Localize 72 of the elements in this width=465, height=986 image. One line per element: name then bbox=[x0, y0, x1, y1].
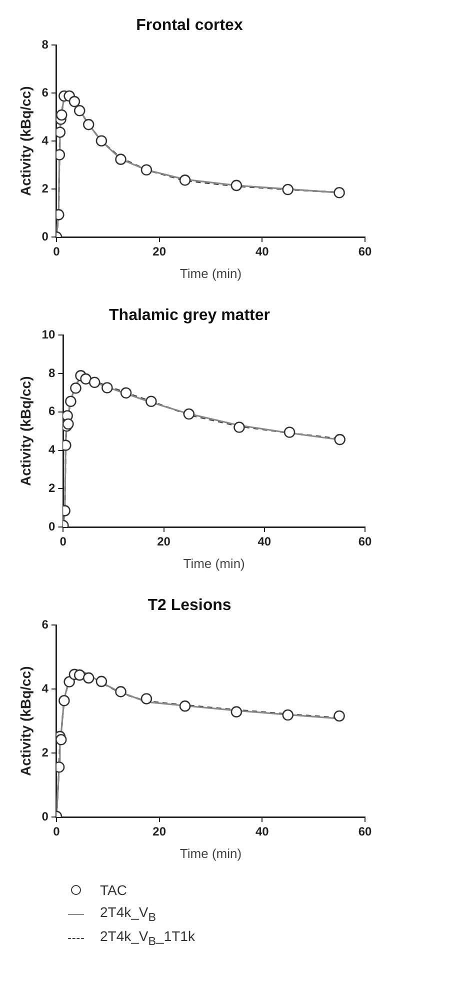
y-tick-label: 2 bbox=[42, 745, 49, 760]
y-tick-label: 10 bbox=[42, 328, 56, 342]
point bbox=[58, 694, 70, 706]
point bbox=[56, 734, 67, 746]
x-tick-label: 60 bbox=[358, 534, 372, 549]
point bbox=[234, 422, 245, 433]
point bbox=[334, 710, 345, 722]
x-tick-label: 60 bbox=[358, 244, 372, 259]
x-tick-label: 20 bbox=[152, 244, 166, 259]
point bbox=[115, 686, 126, 698]
y-tick-label: 0 bbox=[48, 519, 56, 534]
y-tick-label: 6 bbox=[42, 85, 49, 100]
point bbox=[82, 672, 94, 684]
y-tick-label: 4 bbox=[42, 681, 49, 696]
y-axis-title: Activity (kBq/cc) bbox=[17, 376, 34, 486]
y-tick-label: 2 bbox=[48, 480, 56, 495]
x-tick-label: 40 bbox=[255, 244, 270, 259]
point bbox=[96, 676, 108, 688]
point bbox=[146, 396, 157, 408]
point bbox=[70, 382, 82, 394]
point bbox=[88, 376, 100, 388]
point bbox=[115, 154, 126, 165]
x-tick-label: 60 bbox=[358, 824, 372, 839]
legend-label: 2T4k_V$_{B}$ bbox=[100, 904, 156, 924]
y-tick-label: 4 bbox=[48, 442, 56, 457]
x-tick-label: 0 bbox=[60, 534, 67, 549]
y-tick-label: 8 bbox=[48, 366, 56, 380]
chart-title: T2 Lesions bbox=[148, 597, 232, 614]
x-axis-title: Time (min) bbox=[183, 556, 245, 571]
y-axis-title: Activity (kBq/cc) bbox=[17, 666, 34, 776]
point bbox=[230, 180, 242, 192]
legend-label: TAC bbox=[100, 882, 127, 898]
point bbox=[74, 105, 86, 116]
point bbox=[140, 693, 152, 704]
point bbox=[56, 109, 68, 121]
point bbox=[179, 700, 191, 712]
point bbox=[74, 669, 86, 681]
x-tick-label: 20 bbox=[152, 824, 166, 839]
point bbox=[282, 184, 294, 196]
point bbox=[68, 96, 80, 108]
y-tick-label: 0 bbox=[42, 809, 49, 824]
point bbox=[282, 709, 294, 721]
point bbox=[334, 434, 346, 446]
y-axis-title: Activity (kBq/cc) bbox=[17, 86, 34, 196]
point bbox=[64, 676, 75, 688]
point bbox=[140, 164, 152, 176]
x-tick-label: 20 bbox=[157, 534, 171, 549]
point bbox=[80, 373, 92, 385]
point bbox=[65, 396, 76, 408]
y-tick-label: 0 bbox=[42, 229, 49, 244]
y-tick-label: 8 bbox=[42, 38, 49, 52]
point bbox=[334, 186, 345, 198]
point bbox=[120, 387, 132, 399]
point bbox=[230, 706, 242, 718]
x-axis-title: Time (min) bbox=[180, 266, 242, 281]
point bbox=[183, 408, 195, 420]
point bbox=[96, 135, 108, 147]
y-tick-label: 4 bbox=[42, 133, 49, 148]
legend-label: 2T4k_V$_{B}$_1T1k bbox=[100, 928, 195, 948]
point bbox=[56, 126, 66, 138]
x-tick-label: 40 bbox=[258, 534, 272, 549]
x-tick-label: 40 bbox=[255, 824, 270, 839]
chart-title: Thalamic grey matter bbox=[109, 307, 270, 324]
point bbox=[179, 174, 191, 186]
x-axis-title: Time (min) bbox=[180, 846, 242, 861]
point bbox=[102, 382, 113, 394]
point bbox=[82, 118, 94, 130]
chart-title: Frontal cortex bbox=[136, 17, 243, 34]
point bbox=[284, 426, 296, 438]
y-tick-label: 6 bbox=[42, 618, 49, 632]
y-tick-label: 2 bbox=[42, 181, 49, 196]
y-tick-label: 6 bbox=[48, 404, 56, 418]
